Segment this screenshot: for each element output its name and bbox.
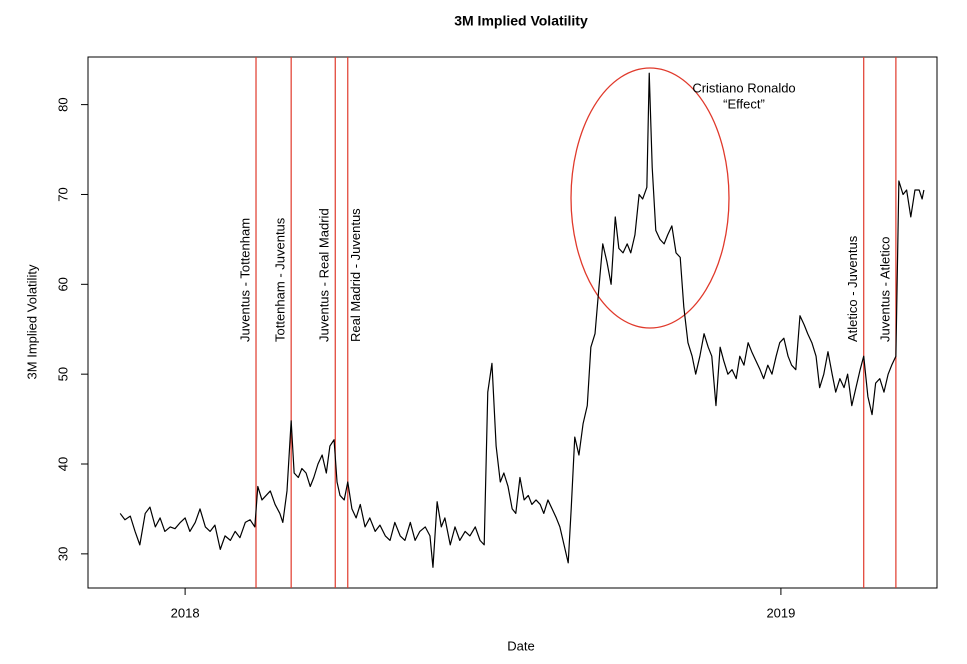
y-tick-label: 70 (55, 187, 70, 201)
plot-frame (87, 56, 938, 589)
event-label: Juventus - Tottenham (237, 218, 252, 342)
y-tick-label: 40 (55, 457, 70, 471)
annotation-text: Cristiano Ronaldo (692, 80, 795, 95)
event-label: Tottenham - Juventus (273, 217, 288, 342)
y-tick-label: 30 (55, 547, 70, 561)
annotation-text: “Effect” (723, 96, 765, 111)
x-axis-label: Date (507, 638, 534, 653)
data-line (119, 72, 925, 568)
y-axis-label: 3M Implied Volatility (24, 264, 39, 379)
y-tick-label: 60 (55, 277, 70, 291)
event-label: Juventus - Real Madrid (317, 208, 332, 342)
x-tick-label: 2018 (171, 605, 200, 620)
event-label: Real Madrid - Juventus (348, 208, 363, 342)
y-tick-label: 80 (55, 97, 70, 111)
event-label: Juventus - Atletico (877, 237, 892, 343)
y-tick-label: 50 (55, 367, 70, 381)
x-tick-label: 2019 (766, 605, 795, 620)
chart-title: 3M Implied Volatility (454, 13, 588, 29)
highlight-ellipse (570, 67, 730, 329)
event-label: Atletico - Juventus (845, 235, 860, 342)
